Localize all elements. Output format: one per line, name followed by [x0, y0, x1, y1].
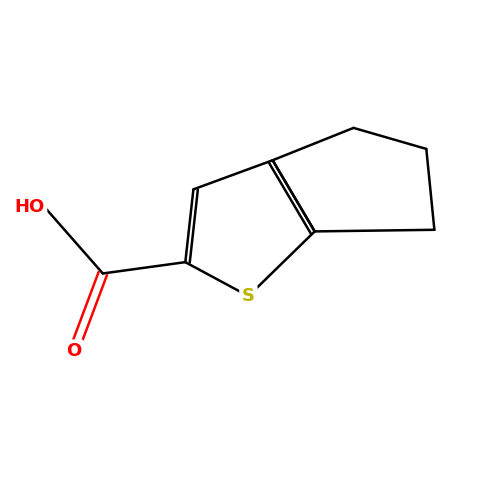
Text: O: O — [66, 342, 81, 360]
Text: S: S — [242, 287, 255, 305]
Text: HO: HO — [14, 198, 45, 216]
